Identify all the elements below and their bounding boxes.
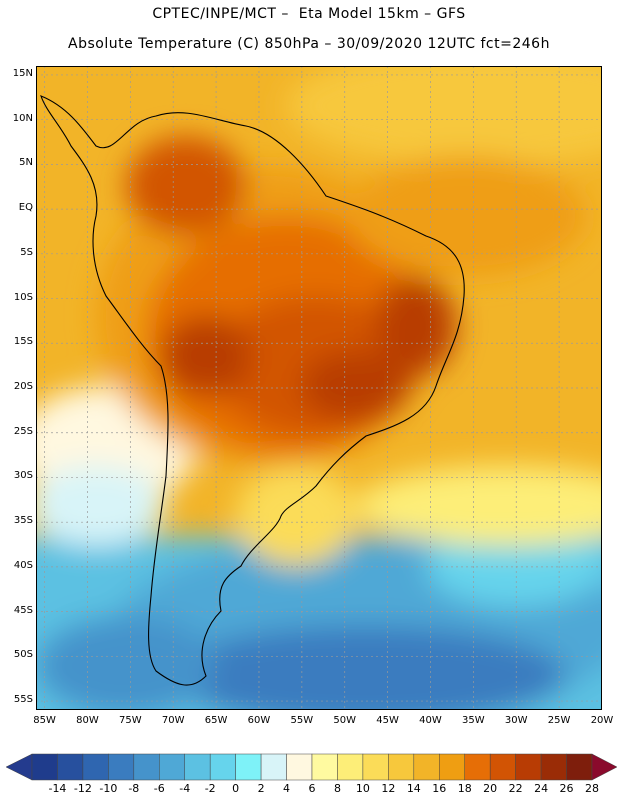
- latitude-label: 10N: [12, 112, 33, 124]
- longitude-label: 30W: [504, 715, 528, 726]
- latitude-label: 5S: [20, 246, 33, 258]
- latitude-label: 30S: [13, 470, 33, 482]
- colorbar-label: 0: [232, 782, 240, 795]
- latitude-label: 20S: [13, 381, 33, 392]
- latitude-label: 10S: [13, 291, 33, 303]
- colorbar-swatch: [464, 753, 491, 781]
- continent-outline: [40, 95, 465, 686]
- colorbar-label: 6: [308, 782, 316, 795]
- colorbar-label: 8: [333, 782, 341, 795]
- colorbar-swatch: [388, 753, 415, 781]
- longitude-label: 70W: [161, 715, 185, 726]
- colorbar-swatch: [57, 753, 84, 781]
- colorbar-swatch: [184, 753, 211, 781]
- latitude-label: EQ: [18, 202, 33, 214]
- map-title-line-1: CPTEC/INPE/MCT – Eta Model 15km – GFS: [152, 6, 466, 22]
- latitude-label: 50S: [13, 649, 33, 661]
- colorbar-swatch: [413, 753, 440, 781]
- latitude-label: 15S: [13, 336, 33, 348]
- colorbar-label: 26: [559, 782, 574, 795]
- latitude-label: 35S: [13, 515, 33, 527]
- colorbar-label: 4: [283, 782, 291, 795]
- colorbar-label: 22: [508, 782, 523, 795]
- colorbar-swatch: [515, 753, 542, 781]
- colorbar-label: 10: [355, 782, 370, 795]
- longitude-label: 85W: [33, 715, 56, 726]
- longitude-label: 20W: [590, 715, 614, 726]
- longitude-label: 75W: [119, 715, 142, 726]
- temperature-map: [36, 66, 602, 710]
- map-title-line-2: Absolute Temperature (C) 850hPa – 30/09/…: [68, 36, 550, 52]
- colorbar-swatch: [311, 753, 338, 781]
- latitude-label: 40S: [13, 559, 33, 571]
- longitude-label: 45W: [376, 715, 399, 726]
- longitude-label: 60W: [247, 715, 271, 726]
- map-grid: [36, 66, 602, 710]
- colorbar-label: 12: [381, 782, 396, 795]
- longitude-label: 40W: [419, 715, 442, 726]
- colorbar-swatch: [362, 753, 389, 781]
- colorbar-label: -6: [153, 782, 165, 795]
- colorbar-swatch: [260, 753, 287, 781]
- longitude-label: 65W: [204, 715, 228, 726]
- colorbar-label: 18: [457, 782, 472, 795]
- longitude-label: 50W: [333, 715, 357, 726]
- colorbar-swatch: [209, 753, 236, 781]
- colorbar-swatch: [439, 753, 465, 781]
- temperature-field: [36, 66, 602, 710]
- colorbar-label: 24: [534, 782, 549, 795]
- map-frame: [36, 66, 602, 710]
- colorbar-over-arrow: [591, 753, 618, 781]
- colorbar-label: -4: [179, 782, 191, 795]
- colorbar-swatch: [235, 753, 262, 781]
- longitude-label: 80W: [76, 715, 99, 726]
- colorbar-swatch: [159, 753, 185, 781]
- longitude-label: 55W: [290, 715, 314, 726]
- colorbar-swatch: [337, 753, 364, 781]
- colorbar-swatch: [108, 753, 135, 781]
- latitude-label: 45S: [13, 604, 33, 616]
- latitude-label: 55S: [13, 694, 33, 706]
- colorbar-label: 28: [585, 782, 599, 795]
- longitude-label: 35W: [462, 715, 485, 726]
- latitude-label: 5N: [19, 157, 33, 169]
- colorbar-label: 14: [406, 782, 421, 795]
- latitude-label: 15N: [12, 67, 33, 79]
- colorbar-label: -8: [128, 782, 140, 795]
- colorbar-swatch: [566, 753, 593, 781]
- colorbar-swatch: [489, 753, 516, 781]
- colorbar-label: 16: [432, 782, 447, 795]
- colorbar-swatch: [286, 753, 313, 781]
- colorbar-swatch: [82, 753, 109, 781]
- colorbar-label: 2: [257, 782, 265, 795]
- colorbar-under-arrow: [6, 753, 33, 781]
- longitude-label: 25W: [547, 715, 571, 726]
- colorbar-label: -2: [204, 782, 216, 795]
- latitude-label: 25S: [13, 425, 33, 437]
- colorbar-swatch: [540, 753, 567, 781]
- colorbar-swatch: [133, 753, 160, 781]
- colorbar-label: -10: [99, 782, 118, 795]
- colorbar-label: 20: [483, 782, 498, 795]
- colorbar-swatch: [31, 753, 58, 781]
- colorbar-label: -14: [48, 782, 67, 795]
- colorbar-label: -12: [73, 782, 92, 795]
- colorbar: [6, 753, 618, 781]
